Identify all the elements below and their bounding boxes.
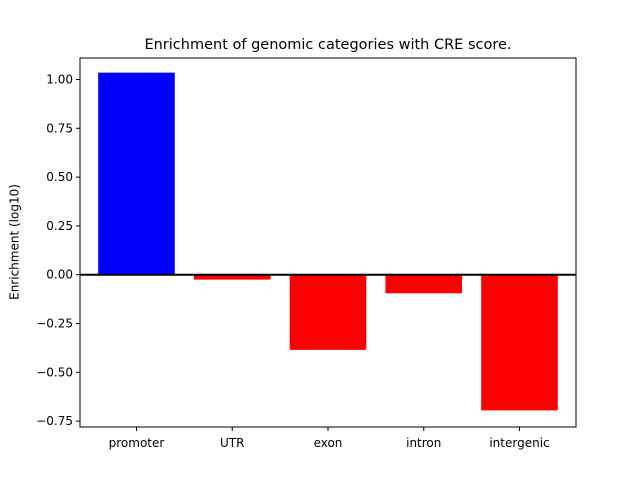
plot-area: −0.75 −0.50 −0.25 0.00 0.25 0.50 0.75 1.00 promo… — [36, 57, 577, 450]
y-tick-label: 0.75 — [46, 121, 73, 135]
x-tick-label: UTR — [220, 436, 244, 450]
x-tick-label: intergenic — [489, 436, 549, 450]
y-tick-label: −0.75 — [36, 414, 73, 428]
x-tick-label: exon — [314, 436, 343, 450]
x-tick-label: promoter — [109, 436, 165, 450]
y-tick-label: 0.00 — [46, 268, 73, 282]
bar-intergenic — [481, 274, 558, 411]
chart-title: Enrichment of genomic categories with CR… — [144, 37, 511, 53]
x-tick-label: intron — [406, 436, 441, 450]
y-tick-label: 0.50 — [46, 170, 73, 184]
bar-intron — [385, 274, 463, 294]
y-tick-label: −0.25 — [36, 317, 73, 331]
bar-utr — [193, 274, 271, 280]
y-tick-label: 1.00 — [46, 72, 73, 86]
y-tick-label: 0.25 — [46, 219, 73, 233]
bar-exon — [289, 274, 367, 350]
bar-promoter — [98, 72, 175, 275]
y-tick-label: −0.50 — [36, 365, 73, 379]
axes-frame — [79, 57, 577, 428]
y-axis-title: Enrichment (log10) — [8, 184, 22, 300]
